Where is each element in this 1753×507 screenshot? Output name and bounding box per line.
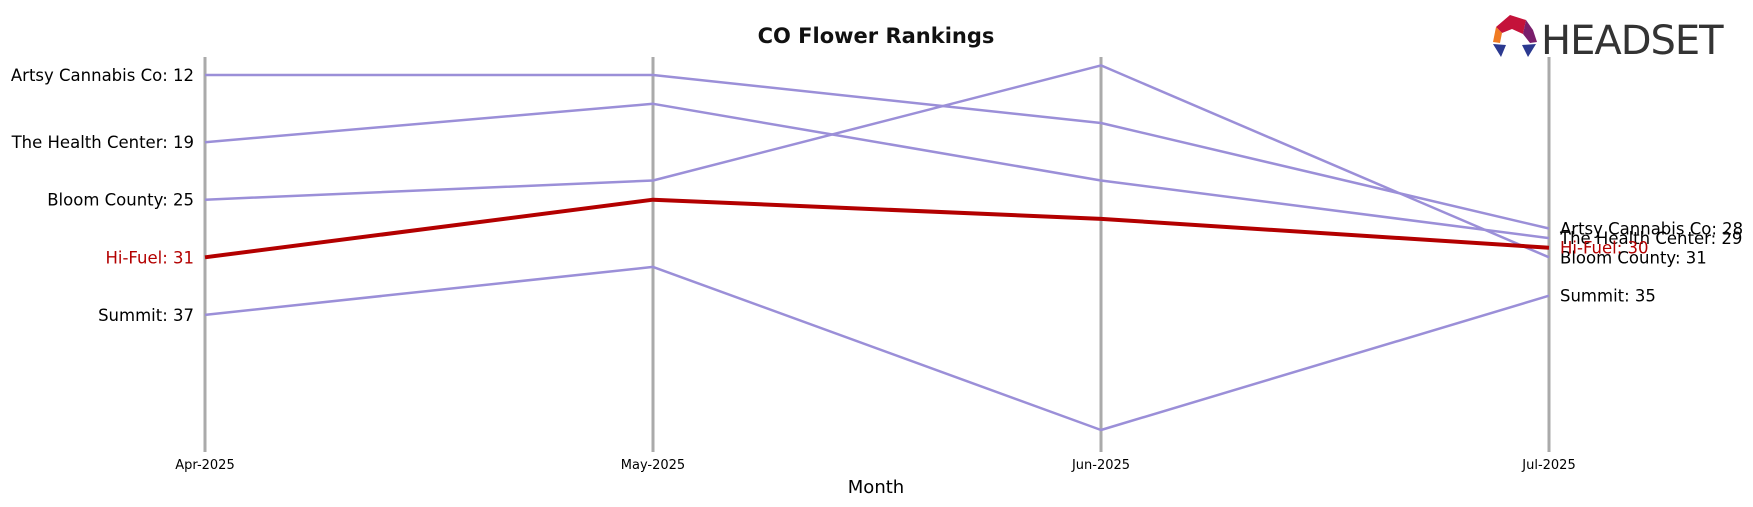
headset-logo-text: HEADSET: [1541, 18, 1724, 64]
x-tick-may-2025: May-2025: [621, 458, 685, 473]
start-label-artsy-cannabis-co: Artsy Cannabis Co: 12: [11, 66, 194, 85]
headset-logo-mark-icon: [1493, 15, 1537, 57]
start-labels: Artsy Cannabis Co: 12 The Health Center: …: [11, 66, 194, 325]
x-axis-label: Month: [848, 477, 904, 498]
x-tick-jul-2025: Jul-2025: [1521, 458, 1575, 473]
end-label-hi-fuel: Hi-Fuel: 30: [1560, 239, 1649, 258]
series-line-artsy-cannabis-co: [205, 73, 1550, 230]
series-line-the-health-center: [204, 102, 1550, 240]
start-label-bloom-county: Bloom County: 25: [47, 191, 194, 210]
end-label-artsy-cannabis-co: Artsy Cannabis Co: 28: [1560, 220, 1743, 239]
headset-logo: HEADSET: [1493, 15, 1725, 64]
series-line-bloom-county: [204, 64, 1550, 259]
x-tick-apr-2025: Apr-2025: [175, 458, 234, 473]
end-label-summit: Summit: 35: [1560, 287, 1656, 306]
start-label-the-health-center: The Health Center: 19: [11, 133, 194, 152]
x-tick-labels: Apr-2025 May-2025 Jun-2025 Jul-2025: [175, 458, 1575, 473]
series-line-summit: [204, 265, 1550, 432]
series-line-hi-fuel: [204, 197, 1550, 260]
month-axes: [203, 57, 1551, 452]
chart-title: CO Flower Rankings: [758, 24, 995, 48]
end-label-the-health-center: The Health Center: 29: [1559, 229, 1742, 248]
start-label-hi-fuel: Hi-Fuel: 31: [105, 248, 194, 267]
x-tick-jun-2025: Jun-2025: [1071, 458, 1130, 473]
end-label-bloom-county: Bloom County: 31: [1560, 248, 1707, 267]
start-label-summit: Summit: 37: [98, 306, 194, 325]
series-lines: [204, 64, 1550, 432]
